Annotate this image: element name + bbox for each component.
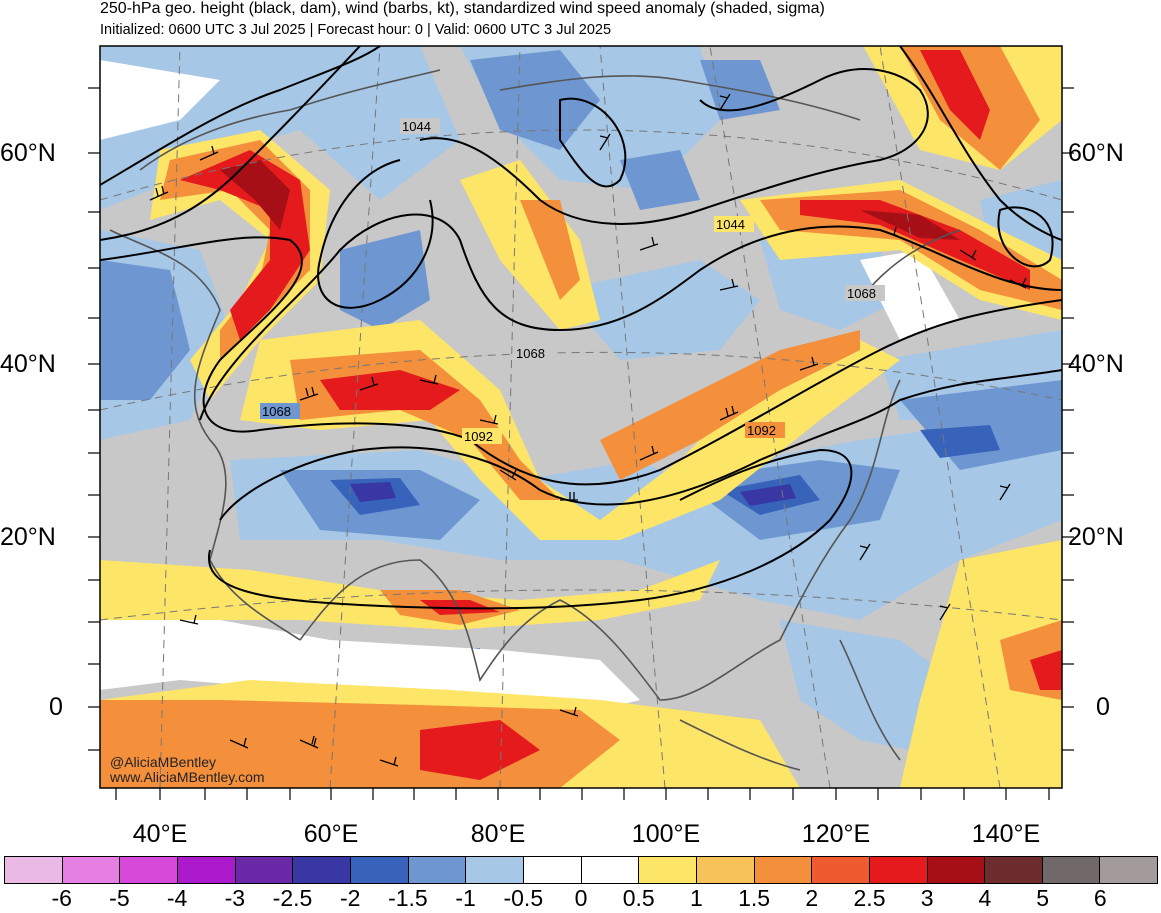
colorbar-label: 6 <box>1093 885 1107 911</box>
contour-label-4: 1068 <box>516 346 545 361</box>
colorbar-label: 5 <box>1036 885 1049 911</box>
colorbar-swatch <box>5 857 63 883</box>
colorbar-label: -2 <box>339 885 361 911</box>
colorbar-label: 2 <box>805 885 819 911</box>
colorbar-label: -3 <box>224 885 246 911</box>
colorbar-swatch <box>581 857 640 883</box>
lon-label-80e: 80°E <box>470 820 526 848</box>
colorbar-swatch <box>754 857 813 883</box>
colorbar-swatch <box>869 857 928 883</box>
contour-label-3: 1068 <box>847 286 876 301</box>
colorbar-swatch <box>639 857 697 883</box>
figure-title: 250-hPa geo. height (black, dam), wind (… <box>100 0 825 17</box>
lon-label-100e: 100°E <box>631 820 701 848</box>
lon-label-120e: 120°E <box>801 820 871 848</box>
colorbar-swatch <box>177 857 236 883</box>
contour-label-1: 1044 <box>402 119 431 134</box>
colorbar-swatch <box>408 857 467 883</box>
colorbar-swatch <box>985 857 1043 883</box>
colorbar-swatch <box>1100 857 1158 883</box>
colorbar-swatch <box>927 857 986 883</box>
frame-ticks <box>88 87 1074 800</box>
colorbar-swatch <box>696 857 755 883</box>
colorbar-label: -5 <box>109 885 130 911</box>
graticule <box>100 46 1062 788</box>
colorbar-swatch <box>293 857 351 883</box>
colorbar-swatch <box>62 857 121 883</box>
lon-label-140e: 140°E <box>971 820 1041 848</box>
height-contours <box>100 46 1062 610</box>
colorbar-label: 0.5 <box>622 885 655 911</box>
colorbar-swatch <box>1042 857 1101 883</box>
colorbar-label: -1 <box>455 885 476 911</box>
colorbar-label: 1.5 <box>738 885 771 911</box>
colorbar-label: -0.5 <box>503 885 544 911</box>
colorbar <box>4 856 1158 884</box>
colorbar-label: 1 <box>689 885 703 911</box>
colorbar-swatch <box>466 857 524 883</box>
lat-label-right-40: 40°N <box>1068 350 1124 378</box>
anomaly-pos-core <box>220 160 960 240</box>
contour-label-7: 1092 <box>747 423 776 438</box>
lat-label-right-60: 60°N <box>1068 139 1124 167</box>
wind-barbs <box>149 93 1027 767</box>
colorbar-swatch <box>120 857 178 883</box>
colorbar-label: -1.5 <box>388 885 428 911</box>
colorbar-label: 3 <box>920 885 934 911</box>
colorbar-label: 0 <box>574 885 588 911</box>
lon-label-40e: 40°E <box>132 820 188 848</box>
colorbar-swatch <box>523 857 582 883</box>
anomaly-neg-core <box>350 482 796 506</box>
contour-label-6: 1092 <box>464 429 493 444</box>
contour-label-5: 1068 <box>262 404 291 419</box>
colorbar-swatch <box>350 857 409 883</box>
credit-website: www.AliciaMBentley.com <box>110 769 265 785</box>
lon-label-60e: 60°E <box>303 820 359 848</box>
colorbar-swatch <box>235 857 294 883</box>
colorbar-label: -2.5 <box>272 885 313 911</box>
colorbar-label: -6 <box>51 885 72 911</box>
lat-label-left-0: 0 <box>49 693 63 721</box>
lat-label-right-20: 20°N <box>1068 523 1124 551</box>
colorbar-label: -4 <box>166 885 188 911</box>
map-frame <box>99 45 1063 789</box>
lat-label-right-0: 0 <box>1096 693 1110 721</box>
coastlines <box>109 69 961 771</box>
lat-label-left-40: 40°N <box>0 350 56 378</box>
colorbar-label: 2.5 <box>853 885 886 911</box>
contour-label-2: 1044 <box>716 217 745 232</box>
colorbar-swatch <box>812 857 870 883</box>
lat-label-left-20: 20°N <box>0 523 56 551</box>
lat-label-left-60: 60°N <box>0 139 56 167</box>
figure-subtitle: Initialized: 0600 UTC 3 Jul 2025 | Forec… <box>100 22 612 38</box>
credit-handle: @AliciaMBentley <box>110 754 217 770</box>
colorbar-label: 4 <box>978 885 992 911</box>
